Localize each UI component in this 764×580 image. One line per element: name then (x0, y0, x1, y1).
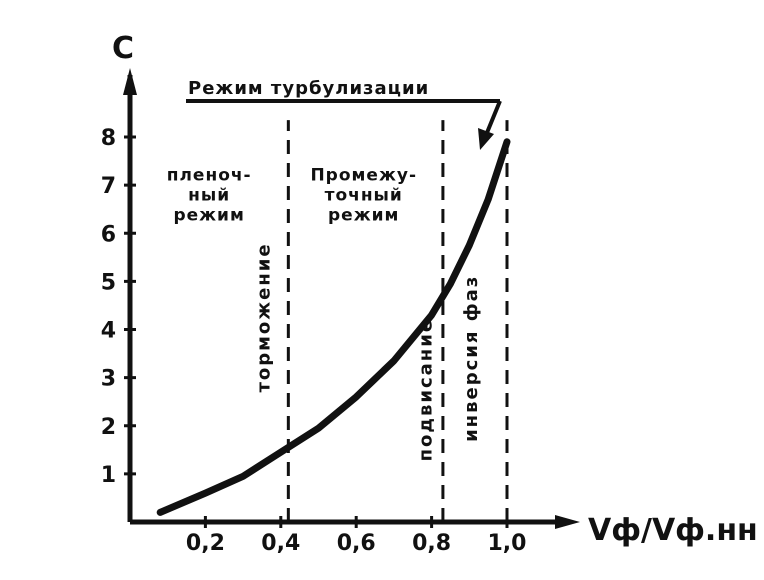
x-tick-label: 0,6 (337, 531, 376, 556)
x-tick-label: 0,4 (261, 531, 300, 556)
x-axis-arrow (555, 515, 580, 529)
vertical-region-label: инверсия фаз (461, 275, 482, 442)
y-tick-label: 6 (101, 222, 116, 247)
y-axis-label: С (112, 31, 134, 66)
vertical-region-label: подвисание (416, 318, 437, 461)
region-label-line: режим (328, 205, 399, 225)
region-label-line: режим (173, 205, 244, 225)
x-tick-label: 0,2 (186, 531, 225, 556)
y-tick-label: 4 (101, 319, 116, 344)
title-pointer-head (478, 128, 494, 150)
y-tick-label: 8 (101, 126, 116, 151)
vertical-region-label: торможение (253, 242, 274, 392)
series-line (156, 138, 511, 516)
y-tick-label: 7 (101, 174, 116, 199)
x-tick-label: 1,0 (488, 531, 527, 556)
x-tick-label: 0,8 (412, 531, 451, 556)
region-label: пленоч-ный режим (167, 165, 252, 225)
region-label-line: Промежу- (310, 165, 417, 185)
y-tick-label: 5 (101, 270, 116, 295)
region-label-line: точный (325, 185, 403, 205)
y-tick-label: 1 (101, 463, 116, 488)
x-axis-label: Vф/Vф.нн (588, 513, 758, 548)
region-label-line: ный (188, 185, 230, 205)
y-tick-label: 2 (101, 415, 116, 440)
region-label: Промежу-точный режим (310, 165, 417, 225)
y-tick-label: 3 (101, 367, 116, 392)
chart-title: Режим турбулизации (188, 78, 429, 99)
y-axis-arrow (123, 68, 137, 95)
region-label-line: пленоч- (167, 165, 252, 185)
axes (123, 68, 580, 529)
